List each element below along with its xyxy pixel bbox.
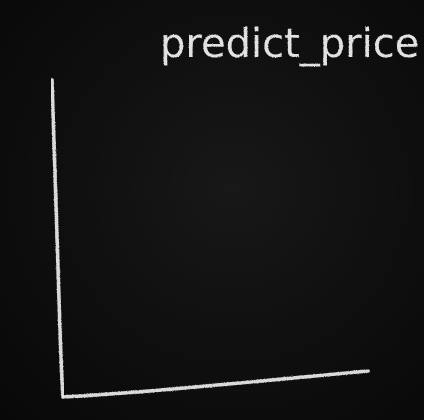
chart-title: predict_price [160, 21, 419, 67]
y-axis-line [52, 80, 63, 397]
x-axis-line [63, 371, 368, 397]
